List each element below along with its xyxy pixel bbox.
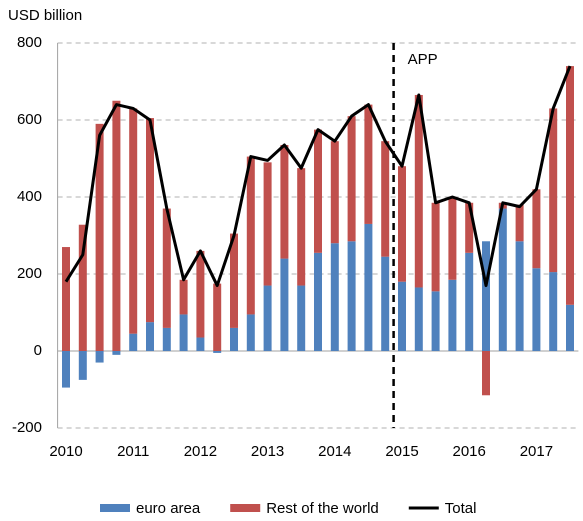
bar: [532, 189, 541, 269]
bar: [532, 268, 541, 351]
bar: [263, 162, 272, 286]
bar: [330, 141, 339, 244]
bar: [129, 108, 138, 334]
bar: [280, 145, 289, 259]
bar: [146, 118, 154, 323]
bar: [297, 168, 306, 286]
y-tick-label: 600: [17, 111, 42, 128]
bar: [347, 241, 356, 351]
x-tick-label: 2011: [117, 443, 149, 460]
bar: [364, 104, 373, 224]
x-tick-label: 2014: [318, 443, 351, 460]
x-tick-label: 2013: [251, 443, 284, 460]
y-tick-label: 0: [34, 342, 42, 359]
x-tick-label: 2010: [49, 443, 82, 460]
bar: [246, 156, 255, 315]
bar: [78, 224, 87, 351]
bar: [465, 202, 474, 253]
bar: [95, 123, 104, 351]
bar: [448, 197, 457, 280]
legend-swatch: [230, 504, 261, 512]
bar: [381, 141, 390, 257]
y-tick-label: 400: [17, 188, 42, 205]
bar: [146, 322, 154, 351]
bar: [196, 337, 205, 351]
bar: [414, 287, 423, 351]
bar: [549, 108, 558, 273]
legend-label: Rest of the world: [266, 500, 379, 517]
bar: [515, 241, 524, 351]
bar: [330, 243, 339, 351]
bar: [196, 250, 205, 338]
legend-label: euro area: [136, 500, 201, 517]
bar: [515, 204, 524, 242]
bar: [78, 351, 87, 380]
bar: [246, 314, 255, 351]
x-tick-label: 2017: [520, 443, 553, 460]
bar: [213, 351, 222, 353]
bar: [482, 241, 490, 351]
bar: [498, 208, 507, 351]
legend-label: Total: [445, 500, 477, 517]
bar: [263, 285, 272, 351]
bar: [314, 129, 322, 253]
x-tick-label: 2015: [385, 443, 418, 460]
bar: [566, 66, 574, 305]
bar: [179, 314, 188, 351]
bar: [431, 202, 440, 292]
x-tick-label: 2012: [184, 443, 217, 460]
bar: [566, 304, 574, 351]
legend-swatch: [100, 504, 130, 512]
bar: [431, 291, 440, 351]
bar: [129, 333, 138, 351]
y-tick-label: 800: [17, 34, 42, 51]
bar: [314, 252, 322, 351]
bar: [448, 279, 457, 351]
bar: [364, 223, 373, 351]
annotation-label: APP: [408, 51, 438, 68]
bar: [112, 100, 121, 351]
bar: [112, 351, 121, 355]
x-tick-label: 2016: [453, 443, 486, 460]
bar: [482, 351, 490, 396]
bar: [297, 285, 306, 351]
y-axis-label: USD billion: [8, 7, 82, 24]
bar: [381, 256, 390, 351]
y-tick-label: 200: [17, 265, 42, 282]
bar: [398, 281, 406, 351]
bar: [62, 247, 70, 351]
bar: [398, 166, 406, 282]
bar: [179, 279, 188, 315]
bar: [230, 327, 238, 351]
bar: [280, 258, 289, 351]
bar: [465, 252, 474, 351]
bar: [213, 283, 222, 351]
bar: [162, 208, 171, 328]
bar: [347, 116, 356, 242]
bar: [549, 272, 558, 351]
bar: [230, 233, 238, 328]
bar: [95, 351, 104, 363]
bar: [414, 94, 423, 288]
total-line: [64, 65, 572, 288]
y-tick-label: -200: [12, 419, 42, 436]
bar: [162, 327, 171, 351]
bar: [62, 351, 70, 388]
